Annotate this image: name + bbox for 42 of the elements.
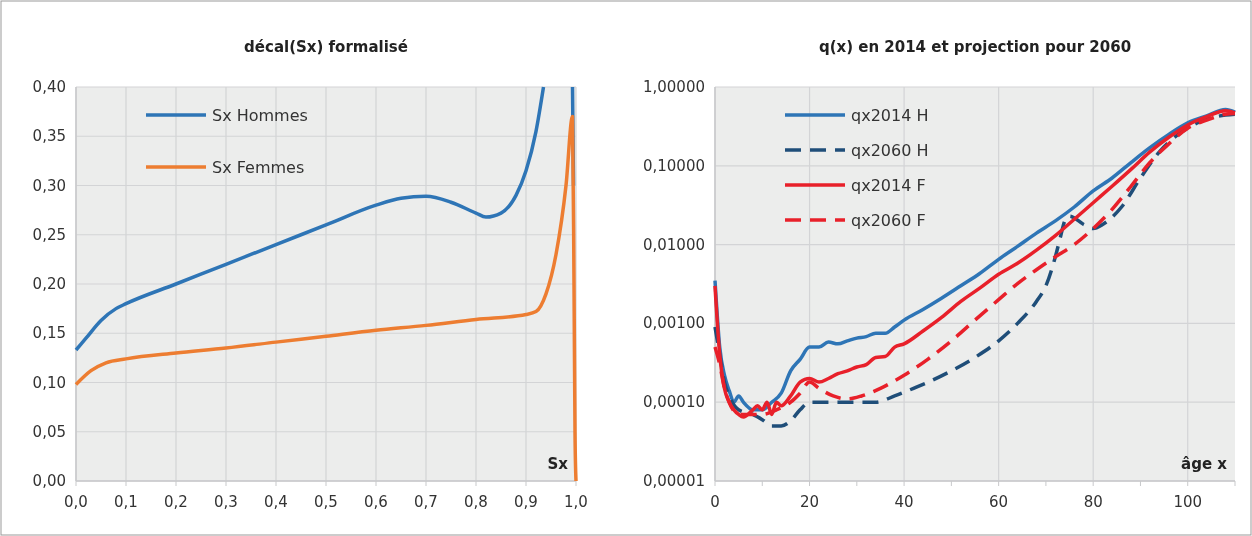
x-tick-label: 0,2 [164, 493, 188, 511]
x-tick-label: 0,8 [464, 493, 488, 511]
x-tick-label: 0,9 [514, 493, 538, 511]
y-tick-label: 0,00100 [642, 314, 705, 333]
legend-label: qx2014 H [851, 106, 929, 125]
legend-label: Sx Hommes [212, 106, 308, 125]
y-tick-label: 0,05 [32, 422, 66, 441]
y-tick-label: 0,10000 [642, 156, 705, 175]
y-tick-label: 0,40 [32, 78, 66, 96]
chart-title: décal(Sx) formalisé [244, 38, 408, 56]
y-tick-label: 0,20 [32, 275, 66, 293]
y-tick-label: 0,00001 [642, 472, 705, 490]
y-tick-label: 0,00010 [642, 393, 705, 412]
y-tick-label: 1,00000 [642, 78, 705, 96]
y-tick-label: 0,00 [32, 472, 66, 490]
legend-label: Sx Femmes [212, 158, 305, 177]
legend-label: qx2060 F [851, 211, 926, 230]
x-tick-label: 0,6 [364, 493, 388, 511]
legend-label: qx2060 H [851, 141, 929, 160]
x-tick-label: 80 [1083, 493, 1103, 511]
x-tick-label: 40 [894, 493, 914, 511]
x-tick-label: 100 [1173, 493, 1203, 511]
x-tick-label: 0,0 [64, 493, 88, 511]
x-tick-label: 1,0 [564, 493, 588, 511]
x-tick-label: 0,1 [114, 493, 138, 511]
x-axis-title: Sx [547, 455, 569, 473]
x-tick-label: 0,4 [264, 493, 288, 511]
y-tick-label: 0,10 [32, 373, 66, 392]
y-tick-label: 0,15 [32, 324, 66, 343]
legend-label: qx2014 F [851, 176, 926, 195]
y-tick-label: 0,01000 [642, 235, 705, 254]
y-tick-label: 0,30 [32, 176, 66, 195]
x-tick-label: 0,7 [414, 493, 438, 511]
chart-title: q(x) en 2014 et projection pour 2060 [818, 38, 1132, 56]
x-tick-label: 0,3 [214, 493, 238, 511]
y-tick-label: 0,35 [32, 127, 66, 146]
x-axis-title: âge x [1181, 455, 1228, 473]
x-tick-label: 60 [989, 493, 1009, 511]
x-tick-label: 0,5 [314, 493, 338, 511]
x-tick-label: 20 [800, 493, 820, 511]
x-tick-label: 0 [710, 493, 720, 511]
y-tick-label: 0,25 [32, 225, 66, 244]
